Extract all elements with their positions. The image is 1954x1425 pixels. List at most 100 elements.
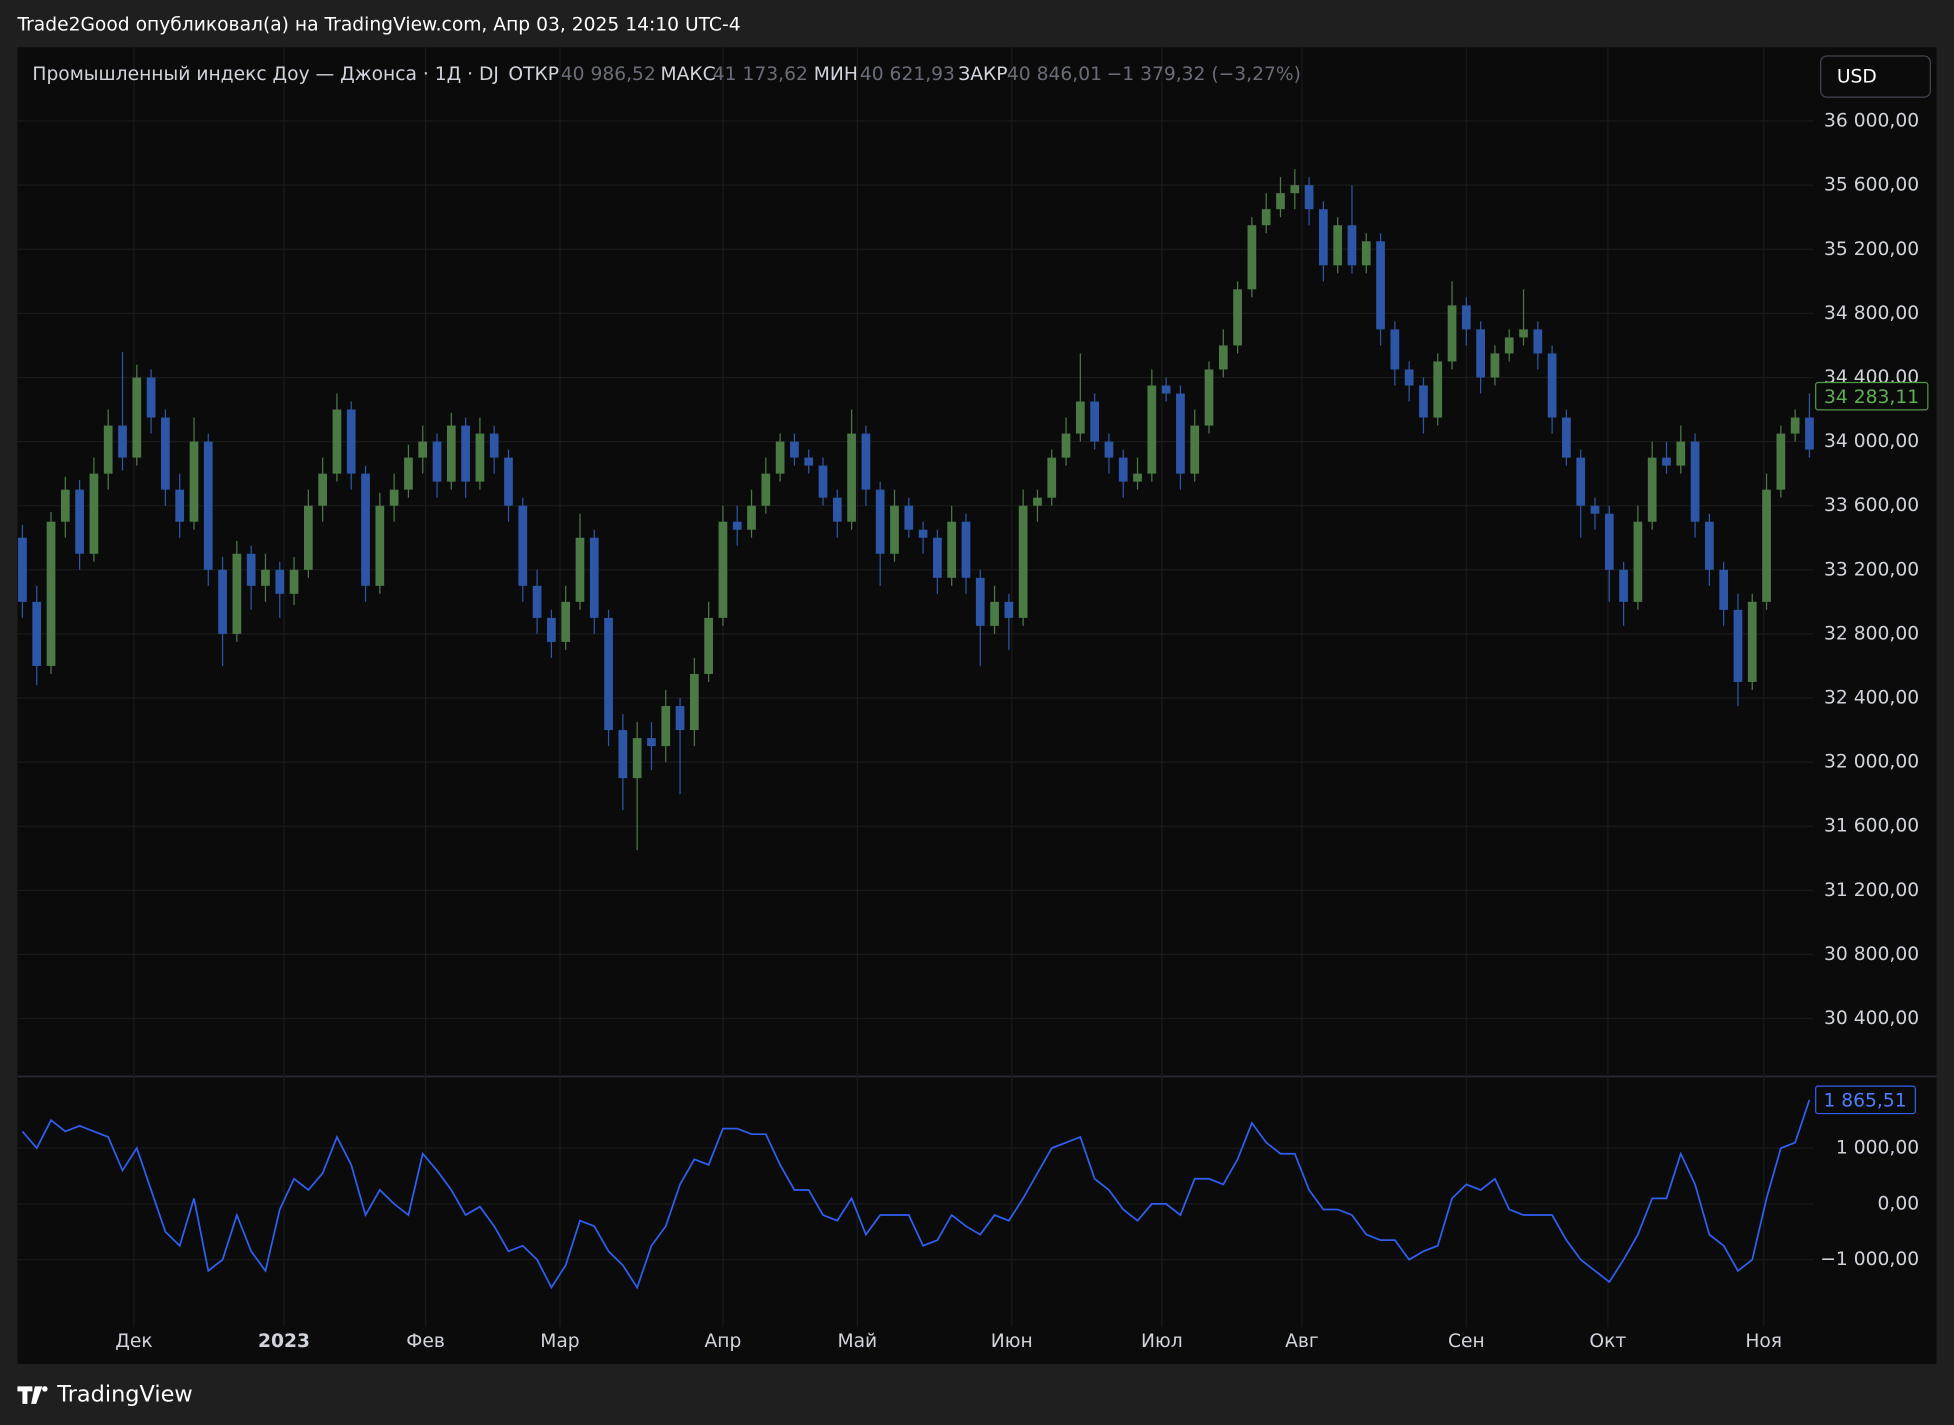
candle-body xyxy=(1634,522,1643,602)
candle-body xyxy=(1005,602,1014,618)
candle-body xyxy=(347,410,356,474)
candle-body xyxy=(904,506,913,530)
candle-body xyxy=(862,434,871,490)
x-tick-label: Апр xyxy=(705,1331,742,1352)
candle-body xyxy=(104,426,113,474)
candle-body xyxy=(1233,289,1242,345)
candle-body xyxy=(1176,394,1185,474)
candle-body xyxy=(247,554,256,586)
candle-body xyxy=(404,458,413,490)
y-tick-label: 34 000,00 xyxy=(1824,431,1919,452)
candle-body xyxy=(1205,369,1214,425)
y-tick-label: 33 600,00 xyxy=(1824,495,1919,516)
candle-body xyxy=(418,442,427,458)
candle-body xyxy=(633,738,642,778)
candle-body xyxy=(561,602,570,642)
candle-body xyxy=(504,458,513,506)
candle-body xyxy=(1662,458,1671,466)
candle-body xyxy=(1519,329,1528,337)
candle-body xyxy=(1376,241,1385,329)
candle-body xyxy=(1319,209,1328,265)
candle-body xyxy=(32,602,41,666)
candle-body xyxy=(690,674,699,730)
candle-body xyxy=(1705,522,1714,570)
candle-body xyxy=(1033,498,1042,506)
symbol-title: Промышленный индекс Доу — Джонса · 1Д · … xyxy=(32,64,499,85)
candle-body xyxy=(1090,402,1099,442)
x-tick-label: Окт xyxy=(1589,1331,1626,1352)
logo-dot xyxy=(42,1386,47,1391)
candle-body xyxy=(1562,418,1571,458)
candle-body xyxy=(819,466,828,498)
candle-body xyxy=(1462,305,1471,329)
candle-body xyxy=(919,530,928,538)
candle-body xyxy=(1433,361,1442,417)
candle-body xyxy=(719,522,728,618)
candle-body xyxy=(947,522,956,578)
candle-body xyxy=(147,377,156,417)
candle-body xyxy=(132,377,141,457)
candle-body xyxy=(761,474,770,506)
x-tick-label: Июл xyxy=(1141,1331,1183,1352)
candle-body xyxy=(1505,337,1514,353)
candle-body xyxy=(1419,385,1428,417)
candle-body xyxy=(747,506,756,530)
candle-body xyxy=(1305,185,1314,209)
candle-body xyxy=(47,522,56,666)
legend-value: 41 173,62 xyxy=(713,64,808,85)
candle-body xyxy=(433,442,442,482)
y-tick-label: 32 000,00 xyxy=(1824,752,1919,773)
indicator-tick-label: 0,00 xyxy=(1878,1193,1920,1214)
x-tick-label: Дек xyxy=(115,1331,152,1352)
y-tick-label: 31 600,00 xyxy=(1824,816,1919,837)
x-tick-label: 2023 xyxy=(258,1331,310,1352)
candle-body xyxy=(304,506,313,570)
candle-body xyxy=(1619,570,1628,602)
candle-body xyxy=(233,554,242,634)
currency[interactable]: USD xyxy=(1837,67,1877,88)
x-tick-label: Авг xyxy=(1285,1331,1319,1352)
candle-body xyxy=(1147,385,1156,473)
candle-body xyxy=(604,618,613,730)
candle-body xyxy=(1791,418,1800,434)
candle-body xyxy=(1605,514,1614,570)
candle-body xyxy=(318,474,327,506)
candle-body xyxy=(647,738,656,746)
indicator-tick-label: −1 000,00 xyxy=(1820,1249,1919,1270)
y-tick-label: 31 200,00 xyxy=(1824,880,1919,901)
candle-body xyxy=(619,730,628,778)
candle-body xyxy=(518,506,527,586)
candle-body xyxy=(833,498,842,522)
candle-body xyxy=(390,490,399,506)
candle-body xyxy=(990,602,999,626)
indicator-last-label: 1 865,51 xyxy=(1823,1091,1906,1112)
candle-body xyxy=(1105,442,1114,458)
candle-body xyxy=(61,490,70,522)
candle-body xyxy=(804,458,813,466)
y-tick-label: 34 800,00 xyxy=(1824,303,1919,324)
legend-value: 40 621,93 xyxy=(860,64,955,85)
candle-body xyxy=(1676,442,1685,466)
candle-body xyxy=(1776,434,1785,490)
candle-body xyxy=(447,426,456,482)
candle-body xyxy=(590,538,599,618)
candle-body xyxy=(1491,353,1500,377)
candle-body xyxy=(1533,329,1542,353)
candle-body xyxy=(461,426,470,482)
legend-name: ЗАКР xyxy=(958,64,1007,85)
x-tick-label: Сен xyxy=(1448,1331,1485,1352)
brand: TradingView xyxy=(56,1382,192,1408)
legend-name: МАКС xyxy=(660,64,715,85)
y-tick-label: 33 200,00 xyxy=(1824,559,1919,580)
candle-body xyxy=(876,490,885,554)
legend-value: 40 986,52 xyxy=(561,64,656,85)
candle-body xyxy=(1362,241,1371,265)
candle-body xyxy=(890,506,899,554)
y-tick-label: 32 400,00 xyxy=(1824,688,1919,709)
candle-body xyxy=(190,442,199,522)
candle-body xyxy=(962,522,971,578)
candle-body xyxy=(1133,474,1142,482)
candle-body xyxy=(261,570,270,586)
